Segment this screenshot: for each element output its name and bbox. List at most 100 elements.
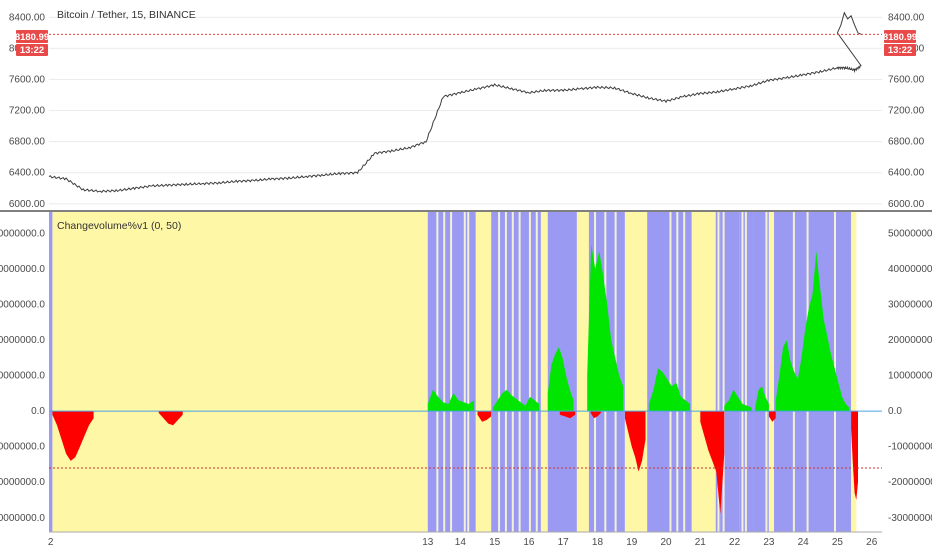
- x-tick-label: 15: [489, 537, 501, 548]
- background-bands: [49, 212, 857, 532]
- indicator-pane: Changevolume%v1 (0, 50) -300000000.0 -200…: [0, 212, 932, 532]
- x-tick-label: 19: [626, 537, 638, 548]
- indicator-tick-label: 200000000.0: [0, 335, 45, 346]
- band-yellow: [768, 212, 775, 532]
- positive-area: [648, 368, 690, 412]
- indicator-tick-label: 200000000.0: [888, 335, 932, 346]
- x-tick-label: 18: [592, 537, 604, 548]
- last-price-badge-right: 8180.99: [883, 30, 917, 43]
- svg-text:13:22: 13:22: [20, 45, 44, 56]
- negative-area: [158, 411, 183, 426]
- negative-area: [477, 411, 492, 422]
- band-yellow: [540, 212, 548, 532]
- band-stripe: [722, 212, 725, 532]
- band-stripe: [450, 212, 453, 532]
- positive-area: [755, 386, 769, 412]
- indicator-tick-label: 500000000.0: [0, 228, 45, 239]
- price-tick-label: 7200.00: [9, 106, 46, 117]
- band-yellow: [624, 212, 648, 532]
- positive-area: [547, 347, 574, 412]
- price-tick-label: 6000.00: [888, 199, 925, 210]
- positive-area: [775, 251, 850, 412]
- indicator-tick-label: -100000000.0: [888, 442, 932, 453]
- price-pane: Bitcoin / Tether, 15, BINANCE 6000.00 640…: [9, 8, 925, 210]
- indicator-tick-label: 100000000.0: [888, 371, 932, 382]
- x-axis: 2 13 14 15 16 17 18 19 20 21 22 23 24 25 26: [48, 537, 878, 548]
- price-pane-title: Bitcoin / Tether, 15, BINANCE: [57, 9, 196, 21]
- price-tick-label: 8400.00: [888, 12, 925, 23]
- indicator-axis-right: -300000000.0 -200000000.0 -100000000.0 0.0 1…: [888, 228, 932, 523]
- band-stripe: [676, 212, 679, 532]
- indicator-tick-label: 300000000.0: [0, 299, 45, 310]
- indicator-tick-label: -200000000.0: [0, 477, 45, 488]
- negative-area: [590, 411, 601, 419]
- indicator-axis-left: -300000000.0 -200000000.0 -100000000.0 0.0 1…: [0, 228, 45, 523]
- band-yellow: [576, 212, 589, 532]
- price-tick-label: 6000.00: [9, 199, 46, 210]
- x-tick-label: 23: [763, 537, 775, 548]
- last-price-badge-left: 8180.99: [15, 30, 49, 43]
- band-stripe: [504, 212, 507, 532]
- price-tick-label: 6800.00: [888, 137, 925, 148]
- indicator-tick-label: 100000000.0: [0, 371, 45, 382]
- negative-area: [768, 411, 776, 422]
- band-stripe: [436, 212, 439, 532]
- band-yellow: [475, 212, 492, 532]
- countdown-badge-right: 13:22: [884, 44, 916, 56]
- negative-area: [851, 411, 858, 500]
- band-stripe: [669, 212, 672, 532]
- x-tick-label: 21: [695, 537, 707, 548]
- band-blue: [49, 212, 53, 532]
- band-blue: [753, 212, 769, 532]
- band-yellow: [691, 212, 716, 532]
- band-stripe: [683, 212, 686, 532]
- svg-text:8180.99: 8180.99: [15, 32, 49, 43]
- svg-text:13:22: 13:22: [888, 45, 912, 56]
- price-tick-label: 7600.00: [888, 74, 925, 85]
- x-tick-label: 14: [455, 537, 467, 548]
- band-stripe: [741, 212, 744, 532]
- countdown-badge-left: 13:22: [16, 44, 48, 56]
- band-stripe: [528, 212, 531, 532]
- negative-areas: [52, 411, 858, 515]
- x-tick-label: 22: [729, 537, 741, 548]
- band-blue: [720, 212, 740, 532]
- band-stripe: [443, 212, 446, 532]
- band-stripe: [535, 212, 538, 532]
- indicator-tick-label: -200000000.0: [888, 477, 932, 488]
- price-tick-label: 6800.00: [9, 137, 46, 148]
- price-tick-label: 7200.00: [888, 106, 925, 117]
- negative-area: [624, 411, 646, 472]
- band-stripe: [511, 212, 514, 532]
- positive-area: [427, 389, 475, 412]
- indicator-tick-label: 500000000.0: [888, 228, 932, 239]
- band-stripe: [463, 212, 466, 532]
- indicator-tick-label: 0.0: [888, 406, 902, 417]
- indicator-tick-label: 400000000.0: [888, 264, 932, 275]
- price-tick-label: 8400.00: [9, 12, 46, 23]
- x-tick-label: 16: [523, 537, 535, 548]
- band-stripe: [765, 212, 768, 532]
- negative-area: [52, 411, 94, 461]
- indicator-title: Changevolume%v1 (0, 50): [57, 220, 181, 232]
- negative-area: [700, 411, 725, 515]
- price-series: [48, 11, 862, 193]
- x-tick-label: 2: [48, 537, 54, 548]
- positive-area: [492, 389, 540, 412]
- indicator-tick-label: 0.0: [31, 406, 45, 417]
- negative-area: [559, 411, 576, 419]
- band-stripe: [498, 212, 501, 532]
- price-grid: [49, 16, 882, 205]
- price-tick-label: 6400.00: [9, 168, 46, 179]
- band-stripe: [744, 212, 747, 532]
- x-tick-label: 25: [832, 537, 844, 548]
- band-stripe: [717, 212, 720, 532]
- band-stripe: [467, 212, 470, 532]
- x-tick-label: 13: [422, 537, 434, 548]
- band-stripe: [518, 212, 521, 532]
- band-yellow: [851, 212, 857, 532]
- price-tick-label: 6400.00: [888, 168, 925, 179]
- indicator-tick-label: -300000000.0: [888, 513, 932, 524]
- svg-text:8180.99: 8180.99: [883, 32, 917, 43]
